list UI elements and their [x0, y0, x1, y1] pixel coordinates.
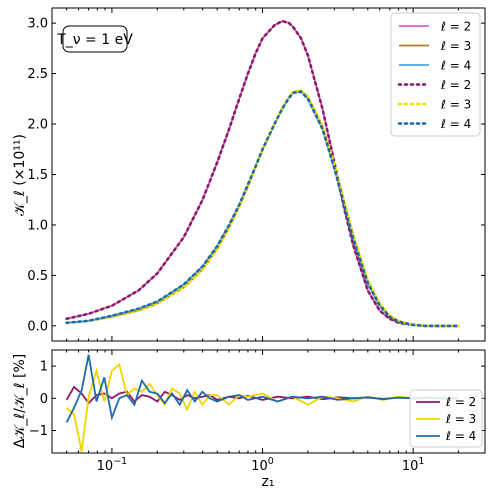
bottom-x-tick-label: 101 — [402, 456, 425, 474]
annotation-text: T_ν = 1 eV — [56, 32, 133, 48]
top-legend: ℓ = 2 ℓ = 3 ℓ = 4 ℓ = 2 ℓ = 3 ℓ = 4 — [390, 12, 481, 137]
bottom-legend-label: ℓ = 3 — [445, 412, 476, 426]
top-series-line — [65, 90, 460, 328]
bottom-y-axis-label: Δ𝒦_ℓ/𝒦_ℓ [%] — [12, 354, 28, 449]
bottom-x-tick-label: 10−1 — [97, 456, 128, 474]
bottom-axes-frame — [51, 349, 486, 454]
bottom-series-line — [65, 354, 459, 423]
bottom-legend-label: ℓ = 2 — [445, 395, 476, 409]
top-y-tick-label: 1.0 — [27, 218, 48, 233]
top-y-axis-label: 𝒦_ℓ (×10¹¹) — [12, 134, 28, 216]
bottom-y-ticks: −1 0 1 — [29, 360, 485, 439]
top-legend-label: ℓ = 3 — [440, 98, 471, 112]
x-axis-label: z₁ — [262, 474, 275, 490]
bottom-y-tick-label: 1 — [40, 360, 48, 375]
top-legend-label: ℓ = 3 — [440, 39, 471, 53]
bottom-x-tick-label: 100 — [251, 456, 274, 474]
top-legend-label: ℓ = 4 — [440, 117, 471, 131]
temperature-annotation: T_ν = 1 eV — [56, 25, 133, 53]
bottom-y-tick-label: −1 — [29, 424, 48, 439]
top-y-tick-label: 0.0 — [27, 319, 48, 334]
top-y-tick-label: 2.5 — [27, 67, 48, 82]
top-series-line — [65, 19, 460, 328]
top-panel: 0.0 0.5 1.0 1.5 2.0 2.5 3.0 𝒦_ℓ (×10¹¹) T_ν = … — [12, 7, 486, 342]
top-plot-lines — [65, 19, 460, 328]
top-y-tick-label: 2.0 — [27, 118, 48, 133]
bottom-legend-box — [409, 389, 483, 448]
top-legend-label: ℓ = 2 — [440, 78, 471, 92]
bottom-legend-label: ℓ = 4 — [445, 429, 476, 443]
bottom-plot-lines — [65, 354, 459, 452]
bottom-legend: ℓ = 2 ℓ = 3 ℓ = 4 — [409, 389, 483, 448]
bottom-panel: −101 10−1 100 101 Δ𝒦_ℓ/𝒦_ℓ [%] z₁ ℓ = 2ℓ =… — [12, 349, 486, 490]
top-legend-label: ℓ = 4 — [440, 59, 471, 73]
top-y-ticks: 0.0 0.5 1.0 1.5 2.0 2.5 3.0 — [27, 17, 485, 334]
top-legend-label: ℓ = 2 — [440, 20, 471, 34]
bottom-series-line — [66, 362, 459, 452]
top-y-tick-label: 1.5 — [27, 168, 48, 183]
top-y-tick-label: 3.0 — [27, 17, 48, 32]
bottom-y-tick-label: 0 — [40, 392, 48, 407]
top-x-ticks — [51, 8, 486, 341]
top-y-tick-label: 0.5 — [27, 269, 48, 284]
